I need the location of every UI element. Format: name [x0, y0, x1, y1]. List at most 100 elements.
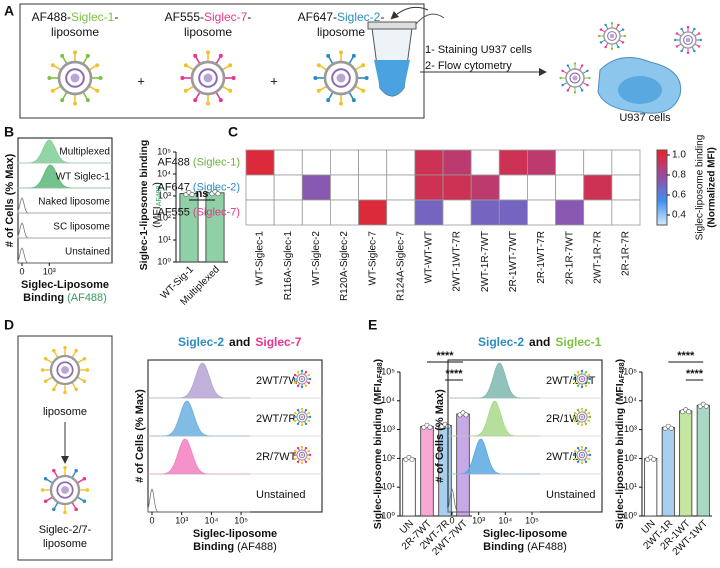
- receptor-stem: [582, 82, 588, 86]
- diagram-label: Siglec-2/7-: [39, 524, 92, 536]
- receptor-stem: [562, 82, 568, 86]
- heatmap-cell: [358, 199, 388, 226]
- panel-a-box: [19, 3, 425, 119]
- diagram-box: [17, 335, 113, 561]
- receptor-stem: [215, 56, 222, 65]
- liposome-icon: [598, 22, 626, 50]
- receptor-head: [316, 63, 321, 68]
- heatmap-cell: [273, 174, 303, 201]
- receptor-head: [573, 373, 577, 377]
- row-label: AF488 (Siglec-1): [158, 156, 241, 168]
- heatmap-cell: [498, 149, 528, 176]
- y-tick-label: 10⁴: [381, 395, 395, 405]
- column-label: 2R-1WT-7WT: [508, 231, 519, 292]
- x-tick-label: 0: [149, 515, 154, 525]
- heatmap-cell: [386, 174, 416, 201]
- receptor-head: [300, 461, 304, 465]
- text-part: Siglec-1: [71, 10, 115, 24]
- y-tick-label: 10¹: [624, 482, 637, 492]
- diagram-label: liposome: [43, 538, 87, 550]
- y-tick-label: 10¹: [158, 234, 171, 244]
- replicate-dot: [703, 403, 709, 409]
- receptor-head: [60, 53, 65, 58]
- receptor-head: [82, 379, 87, 383]
- liposome-icon: [292, 445, 312, 465]
- colorbar-step: [657, 181, 667, 185]
- receptor-stem: [45, 358, 54, 364]
- colorbar-step: [657, 161, 667, 164]
- lipid-core: [607, 31, 617, 41]
- receptor-stem: [71, 470, 77, 479]
- step-text: 1- Staining U937 cells: [425, 44, 533, 56]
- receptor-head: [572, 415, 576, 419]
- receptor-head: [307, 449, 311, 453]
- receptor-head: [576, 370, 580, 374]
- curve-label: Unstained: [256, 489, 306, 501]
- colorbar-step: [657, 200, 667, 203]
- lipid-center: [580, 415, 584, 419]
- ui-layer: A AF488-Siglec-1-liposomeAF555-Siglec-7-l…: [4, 3, 718, 561]
- colorbar-step: [657, 187, 667, 190]
- y-axis-label: # of Cells (% Max): [434, 389, 446, 483]
- text-part: Siglec-2: [478, 335, 524, 349]
- receptor-stem: [88, 64, 97, 71]
- text-part: Binding: [193, 541, 234, 553]
- receptor-stem: [319, 85, 328, 92]
- lipid-core: [298, 375, 306, 383]
- text-part: -: [380, 10, 384, 24]
- receptor-head: [588, 76, 591, 80]
- receptor-head: [576, 446, 580, 450]
- bar: [205, 192, 225, 263]
- curve-label: WT Siglec-1: [56, 171, 111, 182]
- y-axis-label: Siglec-1-liposome binding: [138, 140, 150, 271]
- text-part: ): [614, 359, 626, 363]
- receptor-stem: [53, 381, 59, 390]
- row-label: AF647 (Siglec-2): [158, 181, 241, 193]
- receptor-head: [307, 457, 311, 461]
- receptor-head: [98, 76, 103, 80]
- receptor-head: [561, 84, 564, 87]
- receptor-stem: [215, 91, 222, 100]
- receptor-head: [307, 381, 311, 385]
- receptor-head: [95, 63, 100, 68]
- lipid-core: [56, 361, 74, 379]
- receptor-head: [43, 499, 48, 503]
- lipid-center: [203, 73, 213, 83]
- lipid-center: [609, 33, 615, 39]
- receptor-head: [680, 49, 683, 53]
- receptor-head: [85, 368, 90, 372]
- receptor-head: [584, 408, 588, 412]
- receptor-head: [74, 507, 78, 512]
- liposome-icon: [292, 369, 312, 389]
- colorbar-step: [657, 153, 667, 157]
- receptor-head: [339, 101, 343, 106]
- receptor-head: [85, 53, 90, 58]
- receptor-head: [307, 411, 311, 415]
- receptor-head: [581, 64, 584, 67]
- colorbar-step: [657, 151, 667, 155]
- receptor-head: [580, 423, 584, 427]
- receptor-head: [73, 101, 77, 106]
- receptor-head: [686, 26, 690, 29]
- receptor-head: [293, 411, 297, 415]
- colorbar-step: [657, 159, 667, 162]
- colorbar-step: [657, 150, 667, 153]
- y-tick-label: 10²: [382, 453, 395, 463]
- colorbar-step: [657, 213, 667, 217]
- receptor-head: [326, 98, 331, 103]
- receptor-head: [73, 50, 77, 55]
- receptor-head: [308, 453, 312, 457]
- heatmap-cell: [555, 199, 585, 226]
- text-part: AF488: [156, 186, 163, 207]
- receptor-stem: [194, 56, 201, 65]
- colorbar-step: [657, 206, 667, 209]
- liposome-icon: [572, 445, 592, 465]
- heatmap-cell: [470, 199, 500, 226]
- receptor-head: [293, 373, 297, 377]
- colorbar-step: [657, 170, 667, 173]
- colorbar-step: [657, 210, 667, 213]
- receptor-head: [584, 460, 588, 464]
- receptor-stem: [53, 85, 62, 92]
- receptor-head: [304, 422, 308, 426]
- replicate-dot: [427, 424, 433, 430]
